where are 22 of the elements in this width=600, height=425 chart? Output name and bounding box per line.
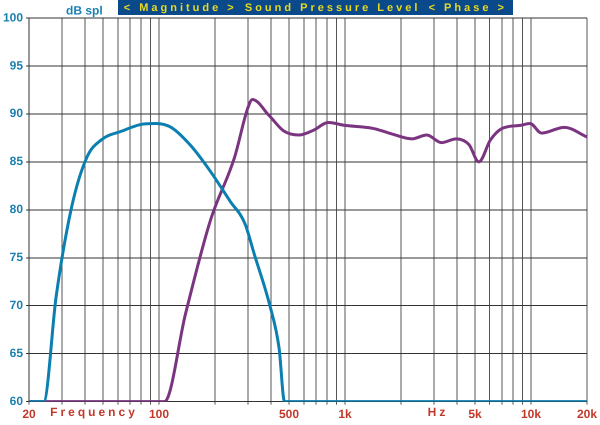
y-tick-label: 90 xyxy=(10,106,24,120)
x-tick-label: 500 xyxy=(279,407,300,422)
y-tick-label: 70 xyxy=(10,298,24,312)
chart-title: Sound Pressure Level xyxy=(244,2,420,14)
x-tick-label: 100 xyxy=(149,407,170,422)
y-tick-label: 60 xyxy=(10,394,24,408)
x-tick-label: 10k xyxy=(520,407,542,422)
x-tick-label: 20 xyxy=(22,407,36,422)
y-tick-label: 80 xyxy=(10,202,24,216)
x-tick-label: 5k xyxy=(468,407,482,422)
y-tick-label: 95 xyxy=(10,58,24,72)
x-axis-title: Frequency xyxy=(50,404,138,419)
y-tick-label: 65 xyxy=(10,346,24,360)
text: Hz xyxy=(428,404,448,419)
text: < Phase > xyxy=(428,2,507,14)
y-tick-label: 75 xyxy=(10,250,24,264)
y-tick-label: 100 xyxy=(2,10,24,24)
y-axis-title: dB spl xyxy=(66,3,103,18)
x-tick-label: 20k xyxy=(576,407,598,422)
text: < Magnitude > xyxy=(124,2,237,14)
y-tick-label: 85 xyxy=(10,154,24,168)
x-tick-label: 1k xyxy=(338,407,352,422)
